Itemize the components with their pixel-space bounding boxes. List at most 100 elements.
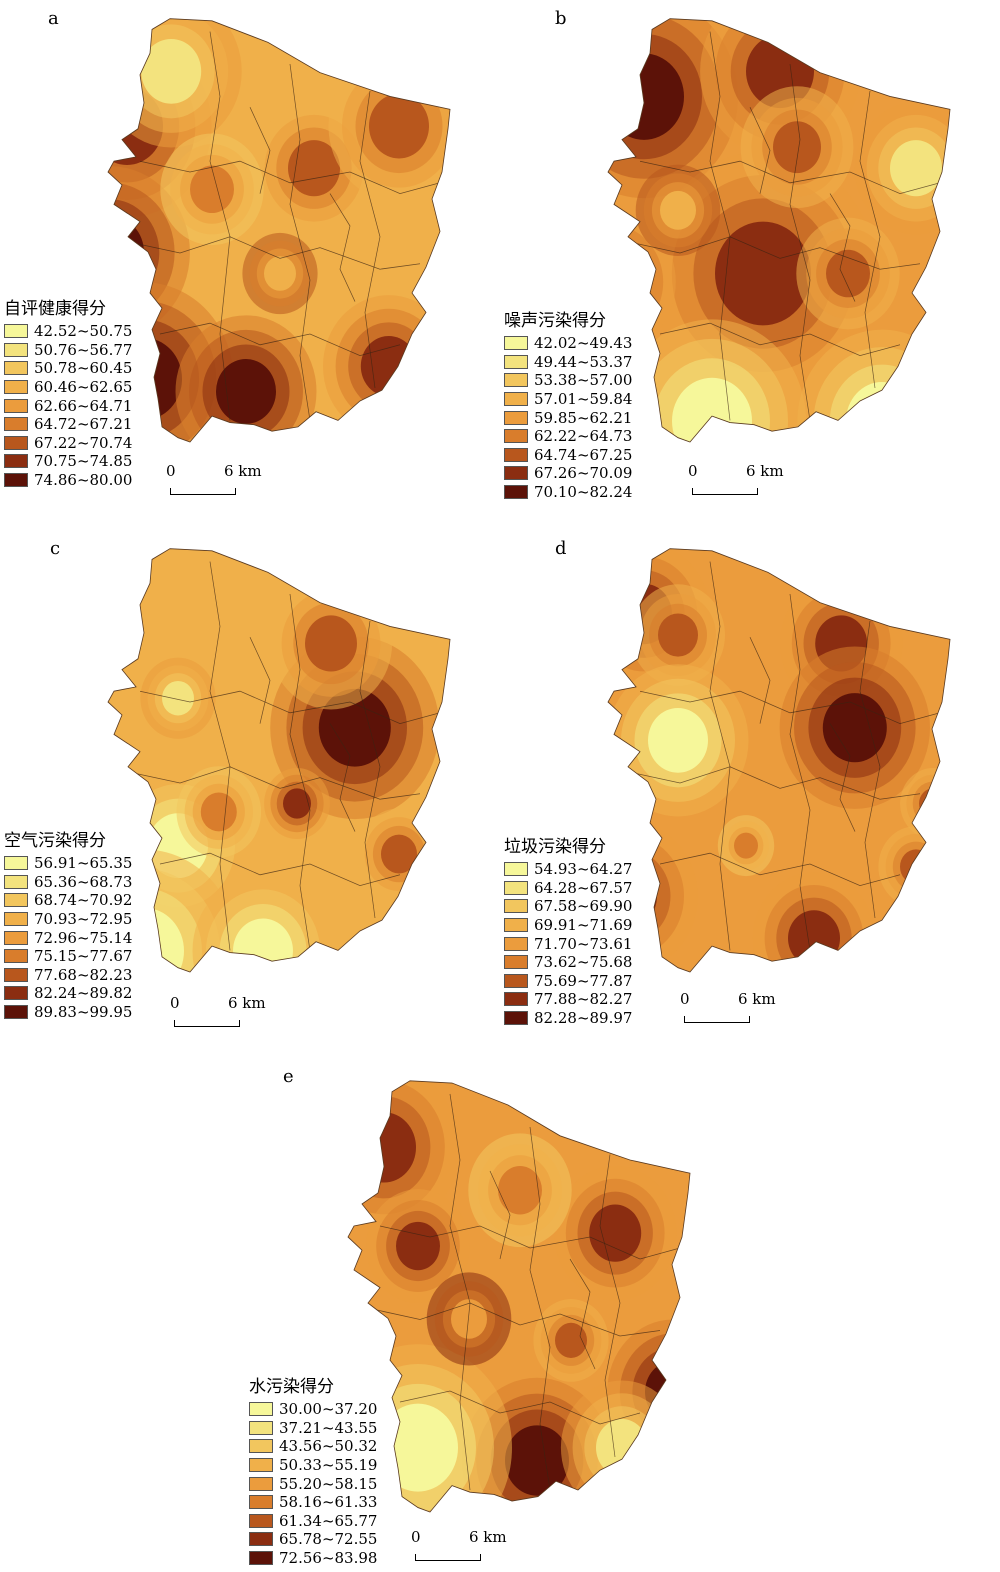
legend-range-label: 61.34~65.77 (279, 1511, 378, 1530)
scale-line (174, 1020, 240, 1027)
legend-range-label: 69.91~71.69 (534, 916, 633, 935)
legend-range-label: 68.74~70.92 (34, 891, 133, 910)
legend-swatch (249, 1551, 273, 1566)
legend-item: 64.28~67.57 (504, 879, 632, 898)
panel-letter-c: c (50, 538, 61, 559)
hotspot-zone (162, 680, 194, 716)
legend-swatch (4, 324, 28, 339)
legend-item: 82.24~89.82 (4, 984, 132, 1003)
hotspot-zone (672, 377, 752, 443)
hotspot-zone (288, 140, 340, 197)
legend-item: 69.91~71.69 (504, 916, 632, 935)
legend-range-label: 64.72~67.21 (34, 415, 133, 434)
hotspot-zone (608, 251, 638, 313)
hotspot-zone (190, 165, 234, 214)
scale-bar-e: 0 6 km (411, 1528, 521, 1568)
scale-bar-d: 0 6 km (680, 990, 790, 1030)
legend-swatch (504, 373, 528, 388)
legend-swatch (504, 992, 528, 1007)
legend-range-label: 64.28~67.57 (534, 878, 633, 897)
legend-swatch (504, 354, 528, 369)
hotspot-zone (658, 613, 698, 657)
district-boundary (659, 322, 901, 356)
legend-item: 37.21~43.55 (249, 1419, 377, 1438)
legend-item: 62.66~64.71 (4, 396, 132, 415)
legend-item: 50.33~55.19 (249, 1456, 377, 1475)
legend-swatch (504, 936, 528, 951)
district-boundary (129, 766, 421, 800)
legend-range-label: 56.91~65.35 (34, 854, 133, 873)
legend-item: 62.22~64.73 (504, 427, 632, 446)
legend-range-label: 67.58~69.90 (534, 897, 633, 916)
legend-swatch (4, 342, 28, 357)
legend-swatch (504, 485, 528, 500)
legend-swatch (504, 899, 528, 914)
district-boundary (159, 322, 401, 356)
panel-b: b 噪声污染得分 42.02~49.43 49.44~53.37 53.38~57.0… (500, 0, 1000, 520)
legend-range-label: 77.68~82.23 (34, 965, 133, 984)
legend-item: 67.22~70.74 (4, 434, 132, 453)
district-boundary (379, 1225, 681, 1260)
legend-range-label: 73.62~75.68 (534, 953, 633, 972)
district-boundary (629, 236, 921, 270)
hotspot-zone (498, 1166, 542, 1215)
hotspot-zone (822, 693, 887, 763)
scale-km-label: 6 km (469, 1528, 507, 1546)
hotspot-zone (264, 256, 296, 291)
district-boundary (209, 31, 231, 421)
hotspot-zone (589, 1204, 642, 1262)
legend-item: 65.78~72.55 (249, 1530, 377, 1549)
district-boundary (359, 620, 381, 919)
legend-range-label: 62.66~64.71 (34, 396, 133, 415)
legend-range-label: 75.15~77.67 (34, 947, 133, 966)
map-e (347, 1080, 691, 1513)
district-boundary (709, 561, 731, 951)
legend-item: 50.76~56.77 (4, 341, 132, 360)
panel-letter-d: d (555, 538, 567, 559)
legend-c: 空气污染得分 56.91~65.35 65.36~68.73 68.74~70.92 7… (4, 832, 132, 1021)
legend-range-label: 50.78~60.45 (34, 359, 133, 378)
hotspot-zone (108, 215, 144, 290)
scale-line (170, 488, 236, 495)
legend-range-label: 70.93~72.95 (34, 910, 133, 929)
district-boundary (359, 90, 381, 389)
legend-swatch (249, 1476, 273, 1491)
legend-range-label: 60.46~62.65 (34, 378, 133, 397)
legend-range-label: 55.20~58.15 (279, 1474, 378, 1493)
scale-zero-label: 0 (411, 1528, 421, 1546)
hotspot-zone (715, 221, 811, 326)
hotspot-zone (381, 834, 417, 874)
legend-item: 70.10~82.24 (504, 483, 632, 502)
district-boundary (859, 90, 881, 389)
legend-swatch (4, 398, 28, 413)
hotspot-zone (305, 615, 357, 672)
legend-swatch (4, 986, 28, 1001)
district-boundary (489, 1170, 511, 1260)
legend-item: 59.85~62.21 (504, 408, 632, 427)
legend-range-label: 42.52~50.75 (34, 322, 133, 341)
hotspot-zone (505, 1425, 569, 1496)
legend-range-label: 82.28~89.97 (534, 1009, 633, 1028)
district-boundary (399, 1390, 641, 1425)
panel-a: a 自评健康得分 42.52~50.75 50.76~56.77 50.78~60.4… (0, 0, 500, 520)
hotspot-zone (892, 841, 940, 892)
district-boundary (749, 107, 771, 194)
district-boundary (599, 1154, 621, 1458)
legend-swatch (4, 417, 28, 432)
legend-range-label: 54.93~64.27 (534, 860, 633, 879)
panel-letter-a: a (48, 8, 59, 29)
district-boundary (449, 1093, 471, 1491)
map-a (107, 18, 451, 443)
legend-range-label: 72.96~75.14 (34, 928, 133, 947)
hotspot-zone (919, 788, 947, 819)
legend-swatch (504, 392, 528, 407)
legend-swatch (4, 361, 28, 376)
legend-swatch (249, 1420, 273, 1435)
scale-line (692, 488, 758, 495)
hotspot-zone (846, 382, 918, 443)
legend-item: 70.93~72.95 (4, 910, 132, 929)
legend-range-label: 57.01~59.84 (534, 390, 633, 409)
legend-swatch (4, 454, 28, 469)
legend-item: 54.93~64.27 (504, 860, 632, 879)
legend-swatch (504, 918, 528, 933)
